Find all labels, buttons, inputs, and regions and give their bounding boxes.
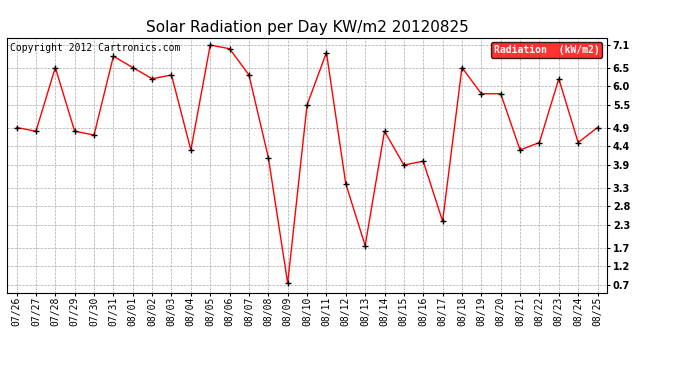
Text: Copyright 2012 Cartronics.com: Copyright 2012 Cartronics.com [10, 43, 180, 52]
Legend: Radiation  (kW/m2): Radiation (kW/m2) [491, 42, 602, 58]
Title: Solar Radiation per Day KW/m2 20120825: Solar Radiation per Day KW/m2 20120825 [146, 20, 469, 35]
